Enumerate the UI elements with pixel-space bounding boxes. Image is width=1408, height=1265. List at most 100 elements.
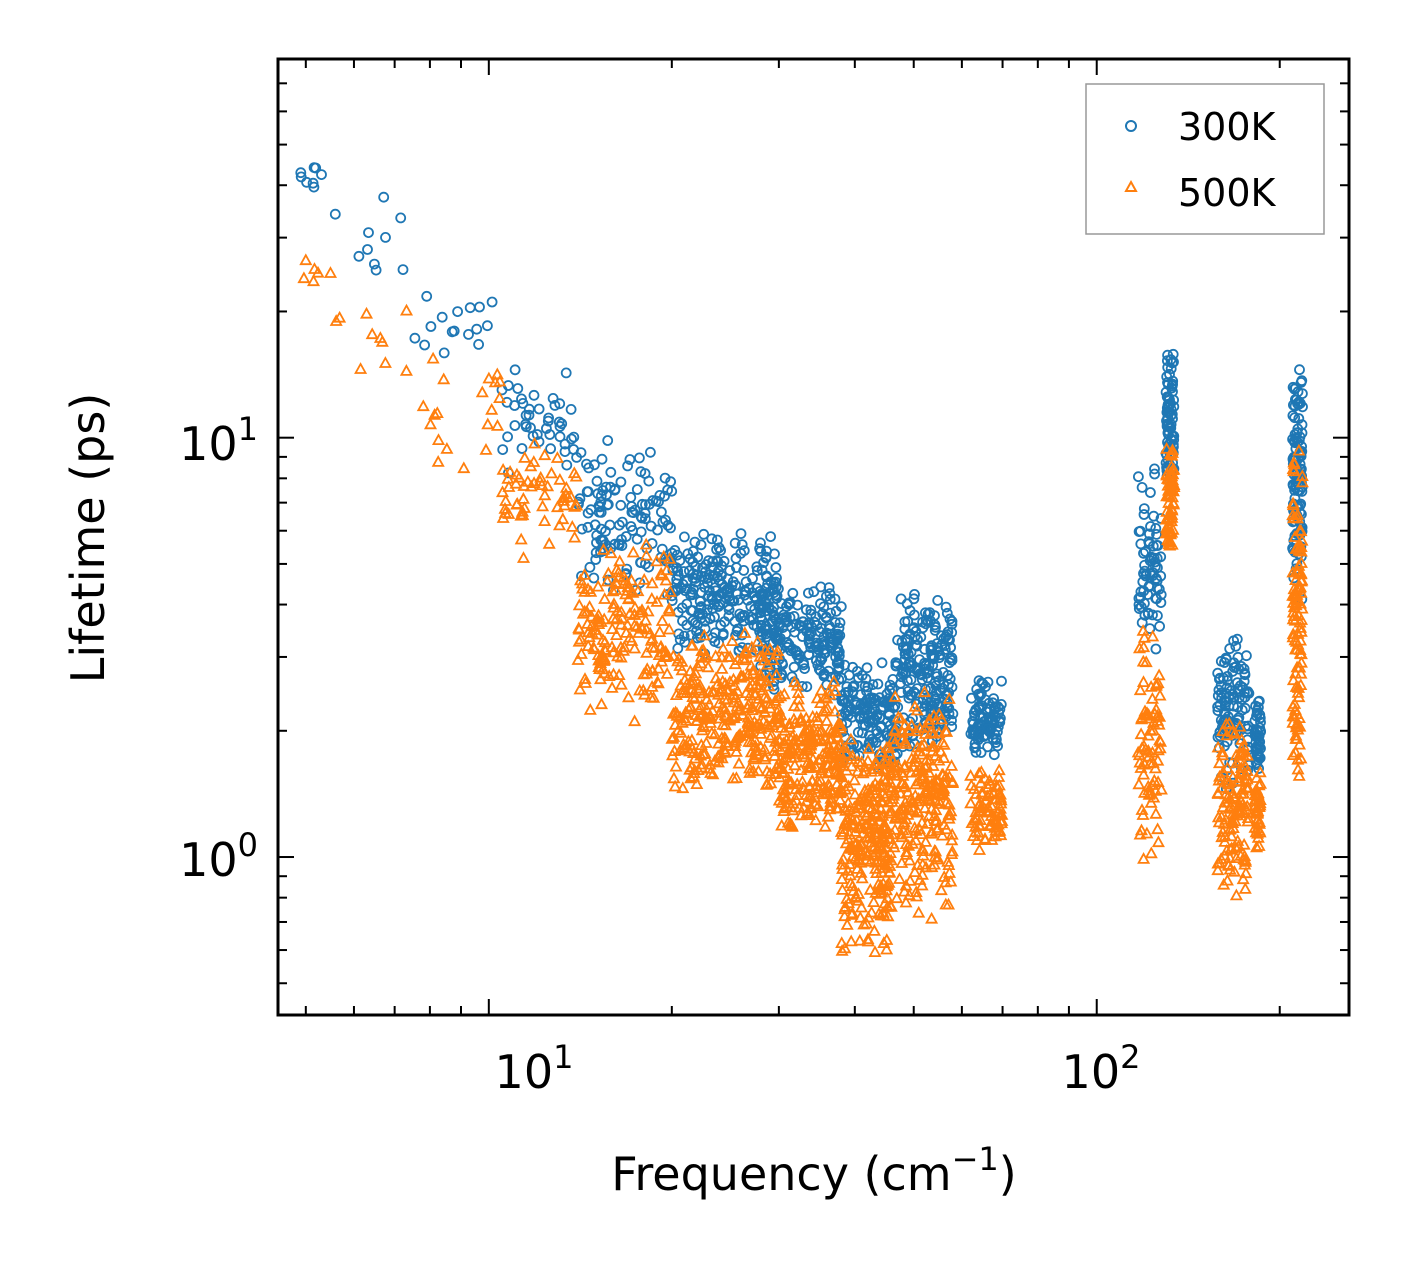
data-point-500k	[1149, 806, 1163, 819]
data-point-300k	[933, 645, 944, 657]
data-point-300k	[616, 516, 628, 528]
data-point-500k	[1293, 596, 1308, 609]
data-point-500k	[1219, 812, 1233, 825]
data-point-500k	[1289, 728, 1303, 741]
legend-label-500k: 500K	[1178, 171, 1277, 215]
data-point-500k	[764, 776, 778, 789]
data-point-300k	[1252, 739, 1264, 751]
data-point-500k	[1237, 786, 1251, 799]
data-point-300k	[984, 712, 996, 724]
data-point-300k	[761, 570, 772, 582]
data-point-500k	[716, 700, 730, 713]
data-point-500k	[628, 714, 642, 727]
data-point-500k	[902, 888, 916, 901]
data-point-300k	[474, 301, 485, 313]
data-point-500k	[747, 750, 761, 763]
data-point-500k	[869, 861, 883, 874]
data-point-500k	[692, 681, 706, 694]
data-point-500k	[1223, 822, 1237, 835]
data-point-500k	[819, 732, 833, 745]
data-point-500k	[582, 625, 596, 638]
data-point-500k	[1135, 710, 1149, 723]
data-point-500k	[989, 823, 1003, 836]
data-point-500k	[1250, 771, 1264, 783]
data-point-500k	[1135, 741, 1149, 753]
data-point-300k	[929, 625, 941, 636]
data-point-500k	[578, 568, 592, 580]
data-point-300k	[884, 679, 896, 691]
data-point-300k	[625, 521, 637, 532]
data-point-500k	[852, 839, 866, 852]
data-point-300k	[397, 264, 409, 276]
data-point-300k	[832, 646, 843, 658]
data-point-300k	[867, 736, 879, 747]
data-point-300k	[996, 675, 1007, 687]
data-point-300k	[473, 338, 485, 350]
data-point-500k	[1151, 835, 1165, 848]
data-point-500k	[1211, 856, 1225, 869]
data-point-300k	[713, 542, 725, 554]
data-point-500k	[495, 485, 510, 498]
data-point-500k	[662, 604, 676, 616]
data-point-500k	[733, 727, 747, 740]
data-point-500k	[787, 699, 801, 711]
data-point-500k	[897, 884, 911, 897]
data-point-500k	[1291, 762, 1305, 775]
data-point-500k	[550, 500, 565, 513]
data-point-500k	[662, 601, 676, 614]
data-point-500k	[605, 681, 619, 693]
data-point-500k	[1216, 765, 1230, 778]
data-point-500k	[821, 809, 835, 822]
data-point-500k	[594, 697, 609, 710]
data-point-500k	[733, 702, 747, 714]
data-point-500k	[684, 771, 698, 784]
data-point-300k	[759, 588, 771, 600]
data-point-500k	[1291, 685, 1305, 698]
data-point-500k	[787, 712, 801, 725]
data-point-500k	[903, 853, 917, 866]
x-tick-label-10: 101	[495, 1038, 574, 1099]
data-point-500k	[688, 751, 702, 764]
data-point-500k	[845, 849, 860, 862]
data-point-300k	[622, 460, 633, 472]
data-point-500k	[731, 653, 745, 665]
data-point-300k	[589, 519, 601, 531]
data-point-500k	[1218, 835, 1232, 847]
data-point-500k	[885, 780, 899, 792]
data-point-500k	[598, 592, 612, 604]
data-point-300k	[1162, 425, 1174, 437]
data-point-300k	[602, 574, 614, 586]
data-point-300k	[665, 522, 676, 534]
data-point-300k	[561, 459, 573, 471]
data-point-300k	[1296, 419, 1308, 431]
data-point-500k	[538, 448, 552, 461]
data-point-500k	[1232, 839, 1246, 852]
data-point-500k	[669, 759, 683, 772]
data-point-500k	[1235, 741, 1249, 754]
data-point-500k	[807, 723, 821, 736]
data-point-300k	[1140, 568, 1152, 580]
data-point-500k	[556, 512, 570, 525]
data-point-500k	[524, 459, 538, 472]
data-point-500k	[937, 751, 951, 763]
data-point-500k	[696, 686, 710, 699]
data-point-300k	[801, 681, 813, 693]
data-point-500k	[753, 667, 767, 680]
data-point-500k	[904, 765, 918, 778]
data-point-300k	[643, 561, 655, 573]
data-point-300k	[1166, 380, 1178, 392]
data-point-500k	[924, 725, 938, 738]
data-point-300k	[1162, 349, 1173, 361]
data-point-500k	[774, 708, 788, 721]
data-point-500k	[1212, 815, 1226, 828]
data-point-300k	[970, 704, 982, 716]
data-point-300k	[1144, 555, 1156, 567]
data-point-500k	[713, 705, 727, 718]
data-point-300k	[581, 458, 592, 470]
data-point-300k	[1138, 585, 1150, 597]
data-point-500k	[893, 786, 908, 799]
data-point-500k	[942, 811, 956, 824]
data-point-500k	[771, 644, 785, 657]
data-point-500k	[945, 827, 959, 840]
data-point-500k	[835, 872, 849, 884]
